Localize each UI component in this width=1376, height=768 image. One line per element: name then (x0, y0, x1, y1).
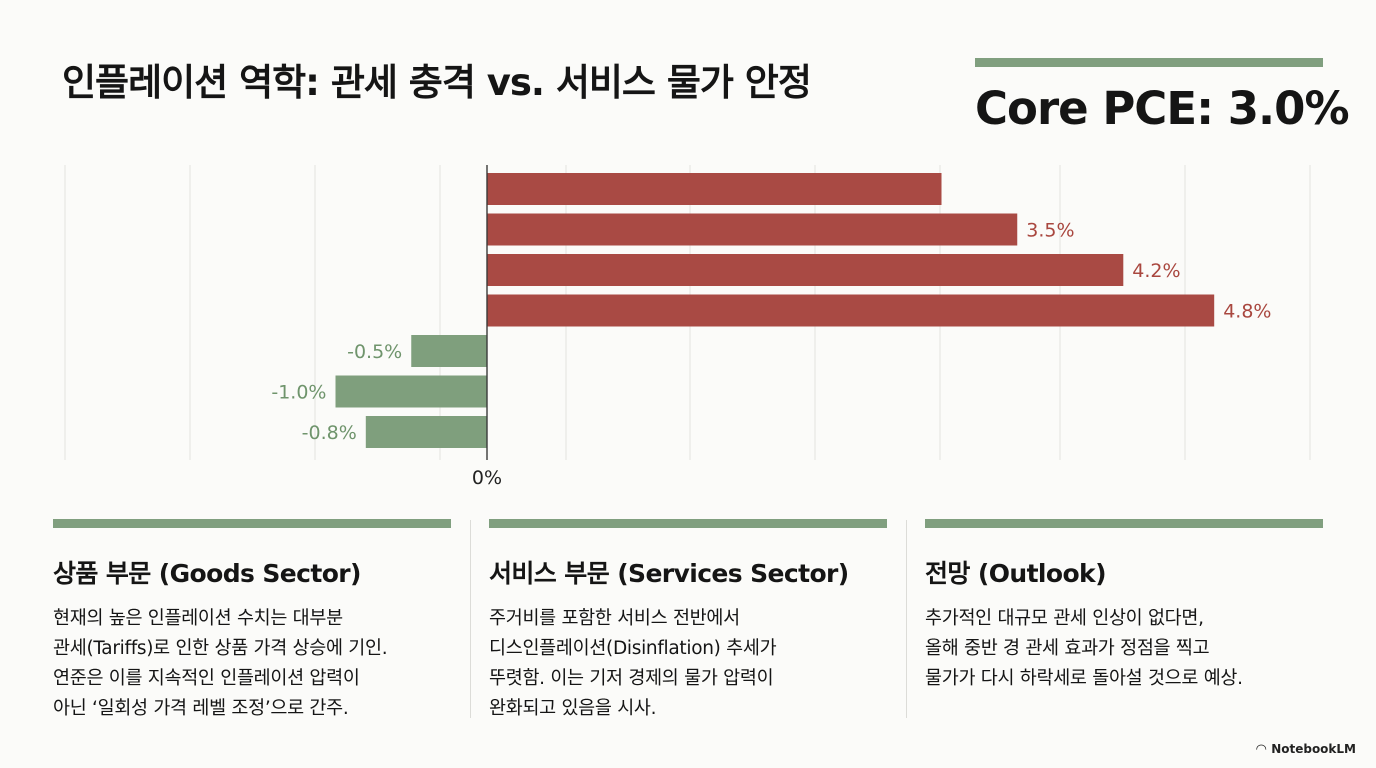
panel-rule (925, 519, 1323, 528)
text-line: 관세(Tariffs)로 인한 상품 가격 상승에 기인. (53, 638, 388, 659)
text-line: 올해 중반 경 관세 효과가 정점을 찍고 (925, 638, 1210, 659)
notebooklm-icon: ◠ (1256, 741, 1267, 757)
services-sector-panel: 서비스 부문 (Services Sector) 주거비를 포함한 서비스 전반… (489, 519, 887, 724)
text-line: 디스인플레이션(Disinflation) 추세가 (489, 638, 777, 659)
data-label: -0.5% (347, 341, 402, 363)
bar (487, 173, 942, 205)
bar (335, 375, 487, 408)
brand-text: NotebookLM (1271, 742, 1356, 756)
data-label: 4.2% (1132, 260, 1180, 282)
outlook-text: 추가적인 대규모 관세 인상이 없다면, 올해 중반 경 관세 효과가 정점을 … (925, 604, 1323, 694)
text-line: 주거비를 포함한 서비스 전반에서 (489, 608, 740, 629)
data-label: 4.8% (1223, 301, 1271, 323)
column-divider (906, 520, 907, 718)
goods-sector-heading: 상품 부문 (Goods Sector) (53, 559, 361, 588)
text-line: 추가적인 대규모 관세 인상이 없다면, (925, 608, 1204, 629)
outlook-heading: 전망 (Outlook) (925, 559, 1107, 588)
text-line: 물가가 다시 하락세로 돌아설 것으로 예상. (925, 668, 1243, 689)
core-pce-metric: Core PCE: 3.0% (975, 82, 1350, 135)
page-title: 인플레이션 역학: 관세 충격 vs. 서비스 물가 안정 (62, 61, 812, 104)
accent-rule (975, 58, 1323, 67)
bar (487, 254, 1124, 286)
goods-sector-panel: 상품 부문 (Goods Sector) 현재의 높은 인플레이션 수치는 대부… (53, 519, 451, 724)
outlook-panel: 전망 (Outlook) 추가적인 대규모 관세 인상이 없다면, 올해 중반 … (925, 519, 1323, 694)
services-sector-text: 주거비를 포함한 서비스 전반에서 디스인플레이션(Disinflation) … (489, 604, 887, 724)
text-line: 현재의 높은 인플레이션 수치는 대부분 (53, 608, 343, 629)
goods-sector-text: 현재의 높은 인플레이션 수치는 대부분 관세(Tariffs)로 인한 상품 … (53, 604, 451, 724)
bar (365, 416, 487, 448)
column-divider (470, 520, 471, 718)
bar (487, 213, 1018, 246)
data-label: 3.5% (1026, 220, 1074, 242)
text-line: 뚜렷함. 이는 기저 경제의 물가 압력이 (489, 668, 774, 689)
text-line: 아닌 ‘일회성 가격 레벨 조정’으로 간주. (53, 698, 349, 719)
bar (487, 294, 1215, 327)
bar (411, 335, 487, 367)
zero-tick-label: 0% (472, 467, 502, 489)
text-line: 연준은 이를 지속적인 인플레이션 압력이 (53, 668, 360, 689)
text-line: 완화되고 있음을 시사. (489, 698, 657, 719)
bar-chart: 3.5% 4.2% 4.8% -0.5% -1.0% -0.8% 0% (64, 165, 1311, 489)
panel-rule (489, 519, 887, 528)
services-sector-heading: 서비스 부문 (Services Sector) (489, 559, 849, 588)
data-label: -0.8% (302, 422, 357, 444)
brand-badge: ◠ NotebookLM (1256, 742, 1356, 756)
panel-rule (53, 519, 451, 528)
data-label: -1.0% (271, 382, 326, 404)
